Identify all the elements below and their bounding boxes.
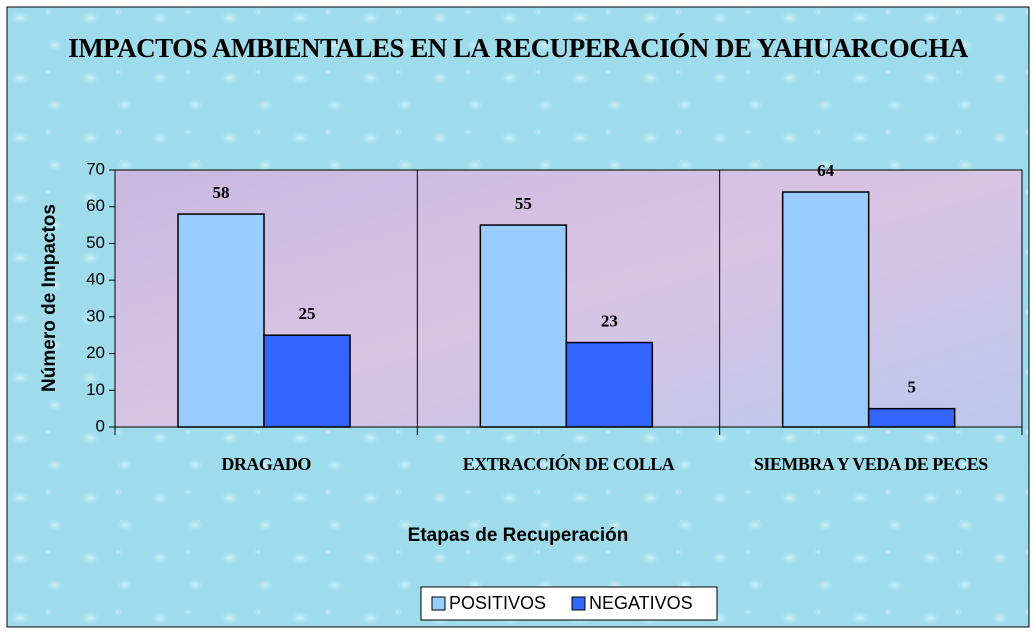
- data-label: 58: [213, 183, 230, 202]
- data-label: 5: [907, 378, 916, 397]
- x-axis-label: Etapas de Recuperación: [407, 525, 629, 546]
- data-label: 64: [817, 161, 835, 180]
- bar: [263, 334, 351, 428]
- y-tick-label: 20: [86, 343, 105, 362]
- legend-label: POSITIVOS: [449, 593, 546, 613]
- x-tick-label: EXTRACCIÓN DE COLLA: [462, 454, 675, 474]
- data-label: 23: [601, 311, 618, 330]
- y-tick-label: 40: [86, 270, 105, 289]
- data-label: 55: [515, 194, 532, 213]
- legend-swatch: [431, 596, 446, 611]
- chart-title: IMPACTOS AMBIENTALES EN LA RECUPERACIÓN …: [68, 33, 968, 63]
- y-tick-label: 0: [96, 416, 105, 435]
- x-tick-label: SIEMBRA Y VEDA DE PECES: [753, 454, 988, 474]
- data-label: 25: [299, 304, 316, 323]
- legend-swatch: [571, 596, 586, 611]
- legend-label: NEGATIVOS: [589, 593, 693, 613]
- bar: [565, 341, 654, 428]
- y-tick-label: 60: [86, 196, 105, 215]
- y-tick-label: 10: [86, 380, 105, 399]
- bar: [867, 407, 956, 428]
- bar: [177, 213, 265, 428]
- y-tick-label: 30: [86, 306, 105, 325]
- bar: [479, 224, 568, 428]
- y-axis-label: Número de Impactos: [39, 204, 60, 392]
- bar: [781, 191, 870, 428]
- y-tick-label: 50: [86, 233, 105, 252]
- legend: [420, 586, 718, 621]
- x-tick-label: DRAGADO: [221, 454, 311, 474]
- y-tick-label: 70: [86, 159, 105, 178]
